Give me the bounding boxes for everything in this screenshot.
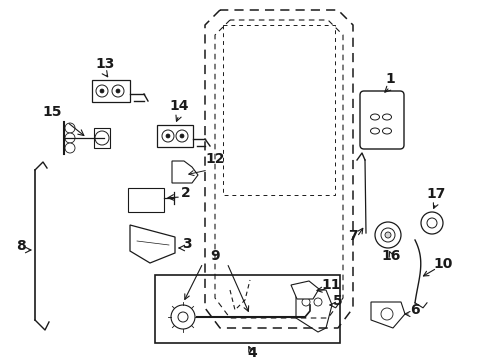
Circle shape	[313, 298, 321, 306]
Bar	[92, 80, 130, 102]
Circle shape	[178, 312, 187, 322]
Text: 3: 3	[182, 237, 191, 251]
Ellipse shape	[370, 114, 379, 120]
Circle shape	[384, 232, 390, 238]
Text: 9: 9	[210, 249, 220, 263]
Circle shape	[176, 130, 187, 142]
Circle shape	[180, 134, 183, 138]
Text: 17: 17	[426, 187, 445, 201]
Bar	[128, 188, 163, 212]
Ellipse shape	[370, 128, 379, 134]
Polygon shape	[130, 225, 175, 263]
Circle shape	[380, 228, 394, 242]
Ellipse shape	[382, 114, 391, 120]
Ellipse shape	[382, 128, 391, 134]
Circle shape	[302, 298, 309, 306]
Circle shape	[374, 222, 400, 248]
Text: 11: 11	[321, 278, 340, 292]
Circle shape	[116, 89, 120, 93]
Bar	[94, 128, 110, 148]
Polygon shape	[172, 161, 198, 183]
FancyBboxPatch shape	[359, 91, 403, 149]
Circle shape	[426, 218, 436, 228]
Circle shape	[420, 212, 442, 234]
Text: 5: 5	[332, 294, 342, 308]
Circle shape	[171, 305, 195, 329]
Circle shape	[162, 130, 174, 142]
Polygon shape	[290, 281, 318, 299]
Circle shape	[112, 85, 124, 97]
Text: 6: 6	[409, 303, 419, 317]
Text: 7: 7	[347, 229, 357, 243]
Polygon shape	[370, 302, 404, 328]
Text: 2: 2	[181, 186, 190, 200]
Circle shape	[95, 131, 109, 145]
Text: 14: 14	[169, 99, 188, 113]
Text: 15: 15	[42, 105, 61, 119]
Circle shape	[96, 85, 108, 97]
Text: 13: 13	[95, 57, 115, 71]
Circle shape	[380, 308, 392, 320]
Circle shape	[65, 133, 75, 143]
Circle shape	[65, 123, 75, 133]
Text: 12: 12	[204, 152, 224, 166]
Text: 8: 8	[16, 239, 26, 253]
Text: 16: 16	[381, 249, 400, 263]
Circle shape	[165, 134, 170, 138]
Polygon shape	[295, 290, 331, 332]
Bar	[157, 125, 193, 147]
Text: 10: 10	[432, 257, 452, 271]
Circle shape	[100, 89, 104, 93]
Circle shape	[65, 143, 75, 153]
Text: 4: 4	[246, 346, 256, 360]
Bar	[155, 275, 339, 343]
Text: 1: 1	[385, 72, 394, 86]
